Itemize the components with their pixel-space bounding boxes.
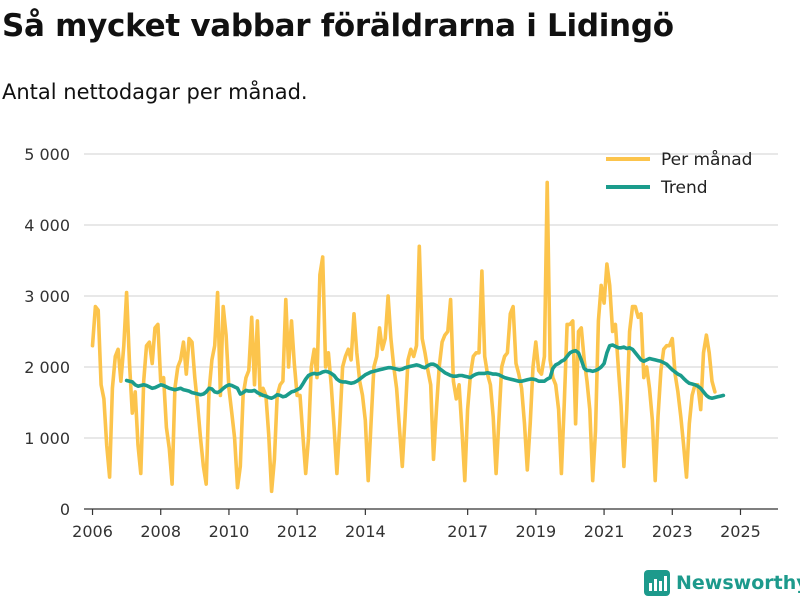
- page-subtitle: Antal nettodagar per månad.: [2, 80, 308, 104]
- newsworthy-logo-icon: [644, 570, 670, 596]
- brand-name: Newsworthy: [676, 572, 800, 594]
- x-tick-label: 2010: [209, 522, 250, 541]
- x-tick-label: 2006: [72, 522, 113, 541]
- x-tick-label: 2019: [516, 522, 557, 541]
- y-tick-label: 0: [60, 500, 70, 519]
- x-tick-label: 2025: [720, 522, 761, 541]
- series-line-trend: [124, 343, 726, 401]
- x-tick-label: 2021: [584, 522, 625, 541]
- series-line-per-manad: [90, 180, 717, 494]
- y-tick-label: 4 000: [24, 216, 70, 235]
- y-tick-label: 3 000: [24, 287, 70, 306]
- x-tick-label: 2023: [652, 522, 693, 541]
- x-tick-label: 2014: [345, 522, 386, 541]
- y-tick-label: 2 000: [24, 358, 70, 377]
- brand-logo: Newsworthy: [644, 570, 800, 596]
- x-tick-label: 2012: [277, 522, 318, 541]
- legend-label: Trend: [660, 178, 708, 198]
- x-tick-label: 2017: [447, 522, 488, 541]
- y-tick-label: 5 000: [24, 145, 70, 164]
- page-title: Så mycket vabbar föräldrarna i Lidingö: [2, 8, 674, 44]
- y-tick-label: 1 000: [24, 429, 70, 448]
- x-tick-label: 2008: [140, 522, 181, 541]
- legend-label: Per månad: [661, 149, 752, 170]
